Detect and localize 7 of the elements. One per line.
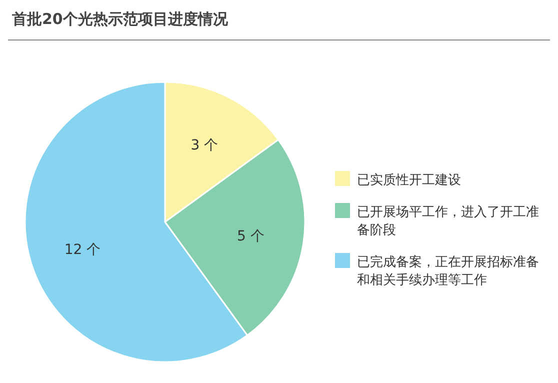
chart-title: 首批20个光热示范项目进度情况: [11, 10, 229, 28]
data-label: 5 个: [237, 228, 264, 245]
legend-label: 已开展场平工作，进入了开工准备阶段: [357, 205, 539, 238]
legend-label: 已完成备案，正在开展招标准备和相关手续办理等工作: [357, 254, 539, 288]
data-label: 12 个: [64, 242, 101, 258]
legend-label: 已实质性开工建设: [357, 173, 461, 188]
data-label: 3 个: [190, 138, 218, 154]
